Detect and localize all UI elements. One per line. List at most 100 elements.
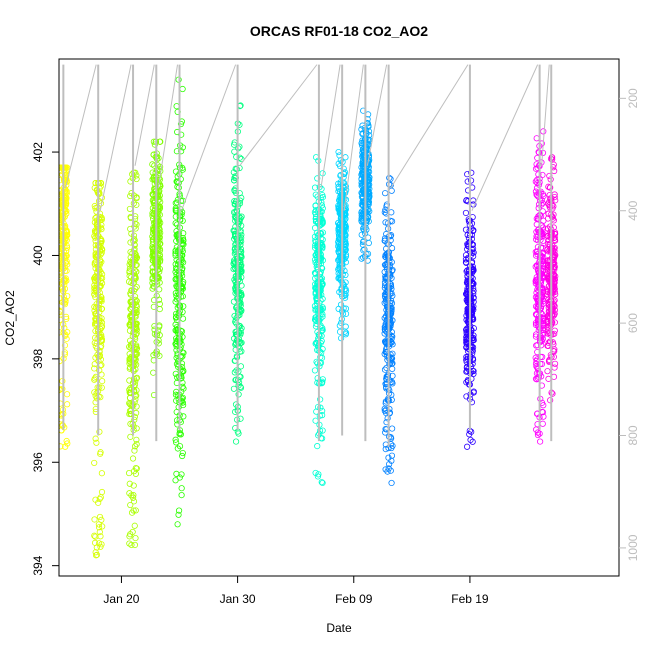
data-point	[386, 273, 393, 280]
data-point	[177, 237, 185, 244]
data-point	[131, 279, 138, 286]
data-point	[61, 164, 68, 171]
data-point	[172, 276, 179, 283]
data-point	[465, 327, 472, 334]
data-point	[386, 409, 394, 416]
pressure-trace	[62, 64, 553, 447]
data-point	[180, 349, 187, 356]
data-point	[381, 326, 388, 333]
data-point	[233, 153, 240, 161]
data-point	[128, 312, 135, 319]
data-point	[532, 263, 539, 270]
data-point	[178, 492, 185, 499]
data-point	[316, 211, 324, 218]
data-point	[236, 213, 243, 220]
data-point	[175, 511, 182, 518]
data-point	[128, 190, 135, 197]
data-point	[132, 534, 139, 542]
data-point	[363, 192, 371, 199]
data-point	[133, 297, 140, 305]
data-point	[535, 171, 542, 178]
data-point	[63, 437, 70, 445]
flight-series-11	[532, 128, 547, 445]
data-point	[338, 335, 345, 342]
data-point	[126, 540, 133, 547]
data-point	[536, 430, 543, 437]
data-point	[172, 268, 179, 275]
data-point	[237, 363, 245, 370]
data-point	[549, 290, 556, 297]
data-point	[98, 275, 106, 282]
data-point	[538, 253, 545, 260]
data-point	[314, 278, 321, 286]
data-point	[361, 178, 368, 185]
data-point	[358, 231, 365, 238]
data-point	[131, 541, 139, 549]
data-point	[381, 237, 388, 244]
data-point	[342, 287, 350, 294]
data-point	[133, 374, 141, 381]
data-point	[95, 521, 102, 528]
data-point	[551, 360, 559, 367]
data-point	[467, 177, 475, 184]
data-point	[179, 315, 187, 322]
data-point	[59, 400, 64, 407]
data-point	[59, 271, 63, 278]
data-point	[133, 436, 140, 443]
data-point	[549, 339, 556, 346]
data-point	[235, 430, 242, 437]
data-point	[62, 443, 69, 450]
data-point	[61, 351, 68, 358]
data-point	[238, 231, 245, 238]
data-point	[130, 507, 137, 514]
data-point	[316, 304, 324, 311]
y2-tick-label: 600	[626, 313, 640, 333]
y2-tick-label: 800	[626, 425, 640, 445]
data-point	[551, 237, 559, 244]
data-point	[237, 415, 244, 422]
data-point	[59, 202, 66, 209]
data-point	[133, 345, 141, 352]
data-point	[126, 490, 133, 497]
data-point	[96, 329, 103, 336]
data-point	[64, 329, 71, 336]
data-point	[174, 521, 181, 528]
data-point	[177, 344, 184, 351]
data-point	[319, 236, 326, 243]
data-point	[314, 175, 321, 182]
data-point	[337, 157, 344, 164]
data-point	[61, 342, 69, 349]
data-point	[534, 431, 542, 439]
data-point	[126, 480, 133, 487]
data-point	[389, 372, 396, 379]
data-point	[534, 429, 541, 436]
data-point	[172, 247, 179, 254]
data-point	[342, 329, 350, 336]
data-point	[128, 316, 135, 323]
data-point	[540, 128, 547, 135]
data-point	[363, 141, 370, 148]
data-point	[547, 397, 554, 404]
data-point	[149, 210, 156, 217]
data-point	[468, 375, 475, 382]
data-point	[319, 205, 326, 212]
data-point	[314, 379, 321, 386]
data-point	[319, 345, 326, 353]
pressure-transit-11	[471, 64, 539, 211]
data-point	[172, 207, 179, 215]
data-point	[382, 190, 389, 197]
y-axis-label: CO2_AO2	[3, 290, 17, 346]
data-point	[177, 255, 184, 262]
data-point	[178, 471, 185, 478]
data-point	[98, 470, 105, 477]
data-point	[365, 239, 372, 247]
data-point	[537, 438, 544, 445]
data-point	[126, 469, 133, 477]
data-point	[177, 120, 185, 128]
data-point	[319, 479, 326, 487]
data-point	[94, 228, 101, 235]
pressure-transit-6	[239, 64, 318, 167]
data-point	[312, 417, 319, 424]
data-point	[314, 473, 322, 480]
data-point	[340, 170, 347, 177]
